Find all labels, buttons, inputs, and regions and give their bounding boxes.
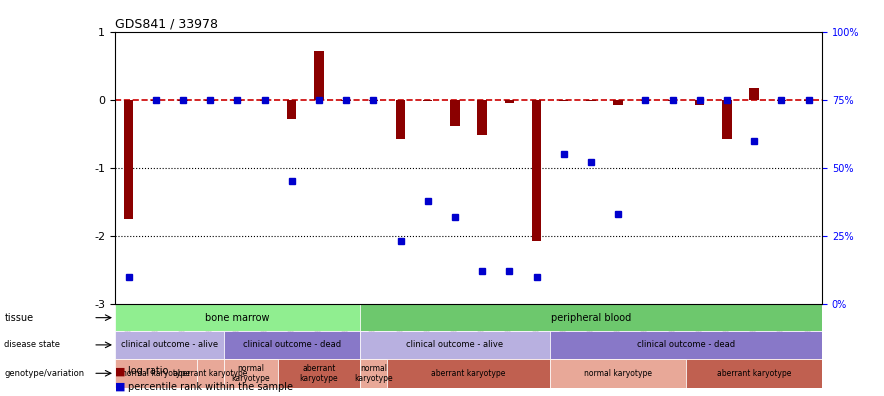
Text: normal karyotype: normal karyotype <box>122 369 190 378</box>
Bar <box>341 100 351 101</box>
Text: clinical outcome - alive: clinical outcome - alive <box>407 341 504 349</box>
Bar <box>179 100 187 101</box>
FancyBboxPatch shape <box>550 331 822 358</box>
Text: percentile rank within the sample: percentile rank within the sample <box>128 382 293 392</box>
Bar <box>260 100 270 101</box>
Bar <box>750 88 758 100</box>
FancyBboxPatch shape <box>278 358 360 388</box>
Text: normal
karyotype: normal karyotype <box>232 364 271 383</box>
Bar <box>151 100 161 101</box>
Bar <box>559 100 568 101</box>
Text: log ratio: log ratio <box>128 366 169 376</box>
Text: genotype/variation: genotype/variation <box>4 369 85 378</box>
Text: normal karyotype: normal karyotype <box>584 369 652 378</box>
Bar <box>477 100 487 135</box>
Bar <box>586 100 596 101</box>
Text: clinical outcome - alive: clinical outcome - alive <box>121 341 217 349</box>
FancyBboxPatch shape <box>550 358 686 388</box>
FancyBboxPatch shape <box>224 331 360 358</box>
FancyBboxPatch shape <box>360 331 550 358</box>
Text: peripheral blood: peripheral blood <box>551 313 631 323</box>
FancyBboxPatch shape <box>360 358 387 388</box>
Bar <box>804 100 813 101</box>
FancyBboxPatch shape <box>224 358 278 388</box>
Text: GDS841 / 33978: GDS841 / 33978 <box>115 17 218 30</box>
FancyBboxPatch shape <box>115 331 224 358</box>
Text: bone marrow: bone marrow <box>205 313 270 323</box>
Text: ■: ■ <box>115 366 126 376</box>
Text: aberrant karyotype: aberrant karyotype <box>717 369 791 378</box>
Bar <box>613 100 623 105</box>
Bar <box>396 100 405 139</box>
Bar <box>505 100 514 103</box>
FancyBboxPatch shape <box>360 304 822 331</box>
FancyBboxPatch shape <box>115 358 196 388</box>
Bar <box>232 100 242 101</box>
Bar <box>695 100 705 105</box>
Text: aberrant karyotype: aberrant karyotype <box>173 369 248 378</box>
Bar <box>314 51 324 100</box>
Text: tissue: tissue <box>4 313 34 323</box>
Bar <box>532 100 541 242</box>
Text: clinical outcome - dead: clinical outcome - dead <box>637 341 735 349</box>
FancyBboxPatch shape <box>115 304 360 331</box>
Text: aberrant karyotype: aberrant karyotype <box>431 369 506 378</box>
Bar <box>722 100 732 139</box>
Bar <box>124 100 133 219</box>
FancyBboxPatch shape <box>686 358 822 388</box>
Bar <box>667 100 677 101</box>
Bar <box>423 100 432 101</box>
FancyBboxPatch shape <box>196 358 224 388</box>
Bar <box>641 100 650 101</box>
Text: normal
karyotype: normal karyotype <box>354 364 392 383</box>
Bar <box>776 100 786 101</box>
Bar <box>450 100 460 126</box>
Bar <box>287 100 296 119</box>
Text: clinical outcome - dead: clinical outcome - dead <box>242 341 341 349</box>
Text: aberrant
karyotype: aberrant karyotype <box>300 364 339 383</box>
FancyBboxPatch shape <box>387 358 550 388</box>
Text: ■: ■ <box>115 382 126 392</box>
Bar <box>369 100 378 101</box>
Bar <box>205 100 215 101</box>
Text: disease state: disease state <box>4 341 60 349</box>
